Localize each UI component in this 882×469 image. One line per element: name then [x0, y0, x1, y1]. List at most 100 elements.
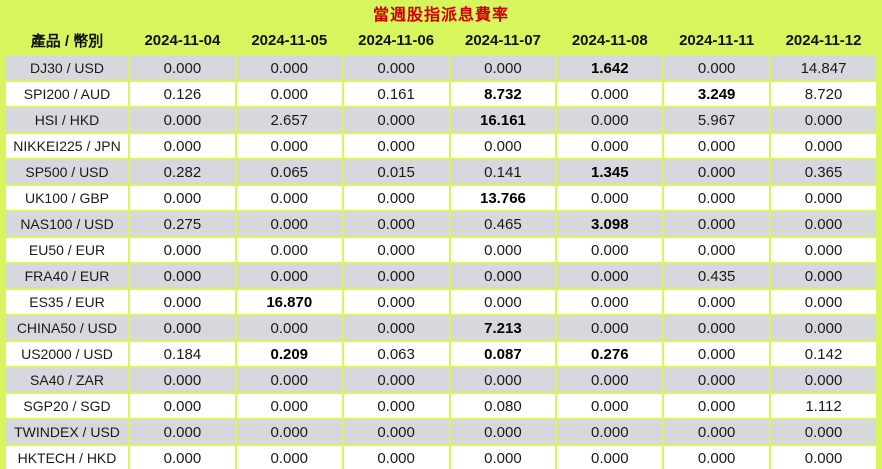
value-cell: 0.000: [448, 366, 558, 394]
product-cell: DJ30 / USD: [4, 54, 130, 82]
table-row: CHINA50 / USD 0.000 0.000 0.000 7.213 0.000 0.…: [4, 314, 878, 342]
value-cell: 0.000: [341, 444, 451, 469]
value-cell: 0.000: [341, 314, 451, 342]
value-cell: 0.000: [769, 366, 878, 394]
value-cell: 0.000: [234, 236, 344, 264]
value-cell: 0.087: [448, 340, 558, 368]
value-cell: 0.000: [128, 314, 237, 342]
value-cell: 0.000: [555, 80, 665, 108]
value-cell: 3.249: [662, 80, 772, 108]
value-cell: 0.000: [769, 106, 878, 134]
value-cell: 0.000: [128, 392, 237, 420]
table-row: SP500 / USD 0.282 0.065 0.015 0.141 1.345 0.00…: [4, 158, 878, 186]
value-cell: 0.000: [555, 314, 665, 342]
value-cell: 0.015: [341, 158, 451, 186]
value-cell: 0.000: [341, 392, 451, 420]
page-title: 當週股指派息費率: [372, 6, 509, 24]
value-cell: 0.000: [341, 418, 451, 446]
value-cell: 0.000: [662, 444, 772, 469]
value-cell: 0.000: [128, 54, 237, 82]
value-cell: 3.098: [555, 210, 665, 238]
value-cell: 0.000: [662, 210, 772, 238]
value-cell: 0.000: [555, 262, 665, 290]
value-cell: 0.365: [769, 158, 878, 186]
value-cell: 16.161: [448, 106, 558, 134]
value-cell: 0.000: [448, 262, 558, 290]
product-cell: NAS100 / USD: [4, 210, 130, 238]
value-cell: 2.657: [234, 106, 344, 134]
product-cell: SPI200 / AUD: [4, 80, 130, 108]
value-cell: 0.435: [662, 262, 772, 290]
value-cell: 0.000: [662, 54, 772, 82]
value-cell: 0.000: [769, 236, 878, 264]
value-cell: 0.000: [128, 184, 237, 212]
value-cell: 0.000: [341, 288, 451, 316]
value-cell: 0.000: [769, 262, 878, 290]
value-cell: 0.000: [234, 366, 344, 394]
table-row: US2000 / USD 0.184 0.209 0.063 0.087 0.276 0.0…: [4, 340, 878, 368]
value-cell: 1.112: [769, 392, 878, 420]
value-cell: 0.000: [341, 54, 451, 82]
value-cell: 0.000: [769, 132, 878, 160]
value-cell: 0.000: [234, 392, 344, 420]
value-cell: 0.000: [555, 132, 665, 160]
value-cell: 0.063: [341, 340, 451, 368]
value-cell: 0.126: [128, 80, 237, 108]
value-cell: 0.000: [234, 80, 344, 108]
value-cell: 0.000: [128, 288, 237, 316]
value-cell: 0.065: [234, 158, 344, 186]
value-cell: 0.141: [448, 158, 558, 186]
value-cell: 0.282: [128, 158, 237, 186]
value-cell: 0.000: [341, 366, 451, 394]
product-cell: UK100 / GBP: [4, 184, 130, 212]
value-cell: 0.000: [662, 340, 772, 368]
value-cell: 13.766: [448, 184, 558, 212]
value-cell: 1.642: [555, 54, 665, 82]
value-cell: 16.870: [234, 288, 344, 316]
table-row: DJ30 / USD 0.000 0.000 0.000 0.000 1.642 0.000…: [4, 54, 878, 82]
value-cell: 0.000: [769, 314, 878, 342]
value-cell: 0.000: [448, 236, 558, 264]
value-cell: 0.000: [234, 132, 344, 160]
value-cell: 0.000: [555, 288, 665, 316]
product-cell: SGP20 / SGD: [4, 392, 130, 420]
value-cell: 0.000: [662, 288, 772, 316]
date-column-header: 2024-11-04: [128, 25, 237, 56]
product-cell: EU50 / EUR: [4, 236, 130, 264]
table-row: NIKKEI225 / JPN 0.000 0.000 0.000 0.000 0.000…: [4, 132, 878, 160]
value-cell: 0.000: [662, 236, 772, 264]
table-row: ES35 / EUR 0.000 16.870 0.000 0.000 0.000 0.00…: [4, 288, 878, 316]
value-cell: 0.000: [662, 314, 772, 342]
value-cell: 0.000: [555, 418, 665, 446]
value-cell: 0.000: [769, 288, 878, 316]
header-row: 產品 / 幣別 2024-11-04 2024-11-05 2024-11-06 202…: [4, 25, 878, 56]
value-cell: 0.209: [234, 340, 344, 368]
table-row: NAS100 / USD 0.275 0.000 0.000 0.465 3.098 0.0…: [4, 210, 878, 238]
date-column-header: 2024-11-11: [662, 25, 772, 56]
product-cell: NIKKEI225 / JPN: [4, 132, 130, 160]
value-cell: 0.000: [662, 132, 772, 160]
value-cell: 5.967: [662, 106, 772, 134]
value-cell: 0.000: [128, 418, 237, 446]
value-cell: 0.000: [234, 54, 344, 82]
value-cell: 0.000: [234, 210, 344, 238]
value-cell: 0.000: [128, 132, 237, 160]
value-cell: 0.000: [555, 444, 665, 469]
product-currency-header: 產品 / 幣別: [4, 25, 130, 56]
product-cell: SP500 / USD: [4, 158, 130, 186]
value-cell: 0.000: [341, 184, 451, 212]
date-column-header: 2024-11-08: [555, 25, 665, 56]
value-cell: 0.000: [234, 262, 344, 290]
value-cell: 1.345: [555, 158, 665, 186]
value-cell: 0.000: [662, 418, 772, 446]
value-cell: 0.000: [128, 366, 237, 394]
value-cell: 0.275: [128, 210, 237, 238]
value-cell: 0.000: [555, 184, 665, 212]
product-cell: CHINA50 / USD: [4, 314, 130, 342]
value-cell: 0.000: [769, 184, 878, 212]
value-cell: 0.000: [234, 418, 344, 446]
value-cell: 0.000: [128, 106, 237, 134]
date-column-header: 2024-11-06: [341, 25, 451, 56]
table-row: EU50 / EUR 0.000 0.000 0.000 0.000 0.000 0.000…: [4, 236, 878, 264]
